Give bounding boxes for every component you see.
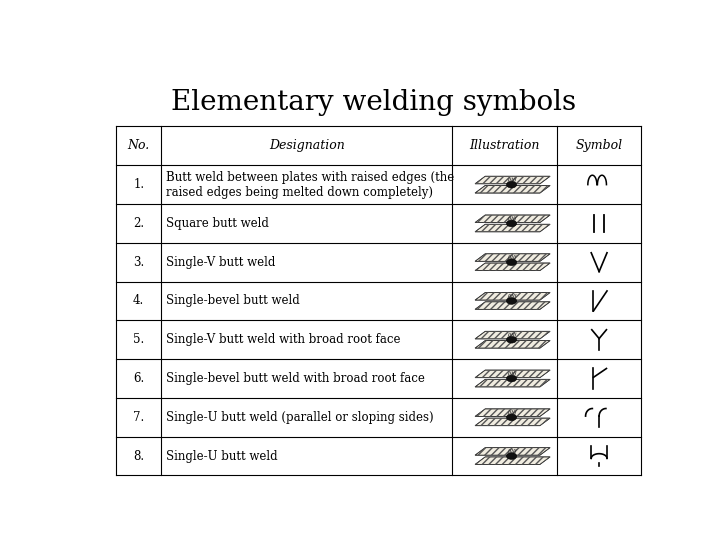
Ellipse shape: [507, 336, 517, 343]
Polygon shape: [475, 409, 550, 417]
Ellipse shape: [507, 453, 517, 459]
Ellipse shape: [507, 298, 517, 304]
Ellipse shape: [507, 181, 517, 188]
Text: Square butt weld: Square butt weld: [165, 217, 269, 230]
Text: 2.: 2.: [133, 217, 144, 230]
Ellipse shape: [507, 259, 517, 265]
Text: Single-U butt weld (parallel or sloping sides): Single-U butt weld (parallel or sloping …: [165, 411, 433, 424]
Text: Single-U butt weld: Single-U butt weld: [165, 449, 277, 462]
Polygon shape: [475, 331, 550, 339]
Text: Single-bevel butt weld with broad root face: Single-bevel butt weld with broad root f…: [165, 372, 424, 385]
Text: 4.: 4.: [133, 294, 144, 307]
Text: 3.: 3.: [133, 256, 144, 269]
Polygon shape: [475, 176, 550, 184]
Text: 5.: 5.: [133, 333, 144, 346]
Polygon shape: [475, 418, 550, 426]
Text: Symbol: Symbol: [576, 139, 622, 152]
Polygon shape: [475, 293, 550, 300]
Ellipse shape: [507, 220, 517, 227]
Text: Single-V butt weld: Single-V butt weld: [165, 256, 275, 269]
Ellipse shape: [507, 414, 517, 420]
Text: Butt weld between plates with raised edges (the
raised edges being melted down c: Butt weld between plates with raised edg…: [165, 171, 454, 199]
Polygon shape: [475, 448, 550, 455]
Text: Elementary welding symbols: Elementary welding symbols: [170, 88, 576, 116]
Text: 1.: 1.: [133, 178, 144, 191]
Polygon shape: [475, 379, 550, 387]
Polygon shape: [475, 263, 550, 271]
Text: 8.: 8.: [133, 449, 144, 462]
Polygon shape: [475, 215, 550, 223]
Ellipse shape: [507, 375, 517, 382]
Polygon shape: [475, 302, 550, 310]
Text: Designation: Designation: [269, 139, 344, 152]
Text: 6.: 6.: [133, 372, 144, 385]
Text: Single-bevel butt weld: Single-bevel butt weld: [165, 294, 299, 307]
Polygon shape: [475, 341, 550, 348]
Polygon shape: [475, 254, 550, 262]
Polygon shape: [475, 224, 550, 232]
Text: Single-V butt weld with broad root face: Single-V butt weld with broad root face: [165, 333, 400, 346]
Text: Illustration: Illustration: [470, 139, 540, 152]
Polygon shape: [475, 186, 550, 193]
Polygon shape: [475, 370, 550, 378]
Polygon shape: [475, 457, 550, 465]
Text: 7.: 7.: [133, 411, 144, 424]
Text: No.: No.: [127, 139, 150, 152]
